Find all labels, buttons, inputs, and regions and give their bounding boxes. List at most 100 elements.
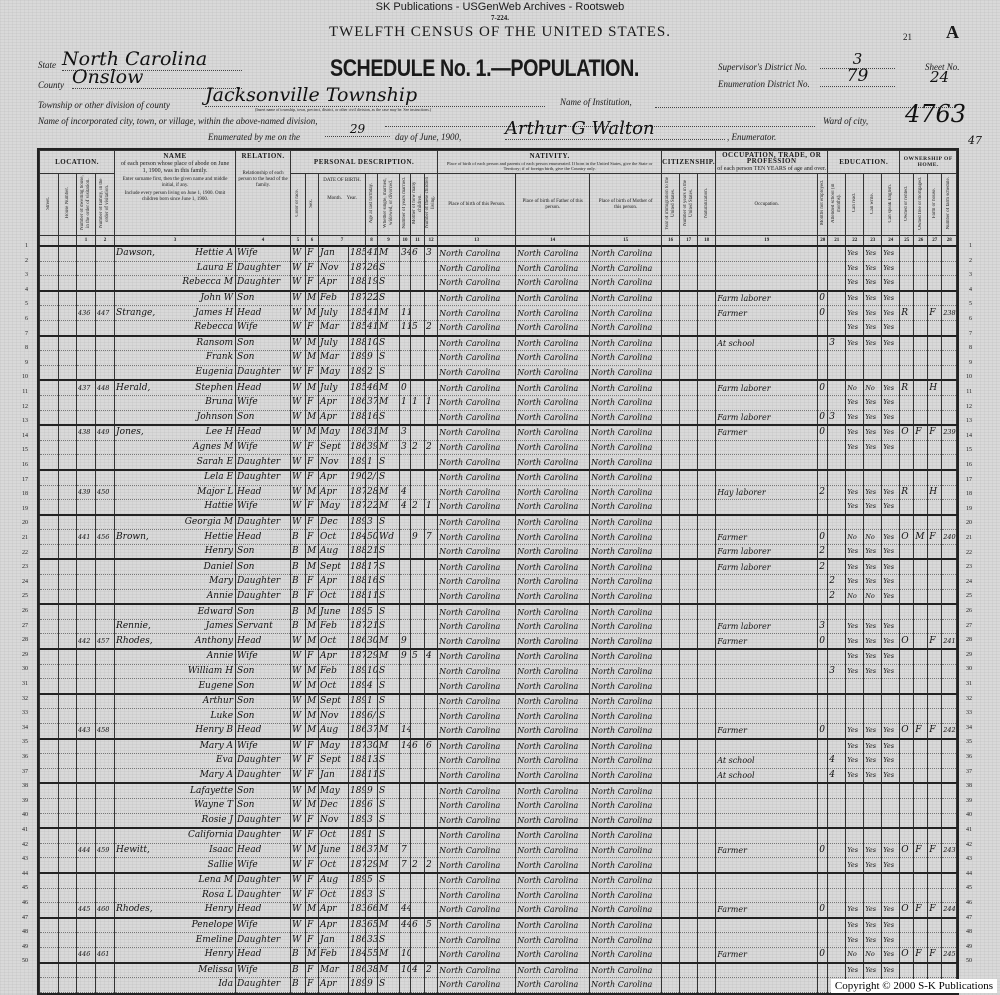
cell-write: Yes — [863, 275, 883, 292]
cell-years-us — [679, 633, 699, 651]
line-number: 32 — [22, 695, 28, 702]
cell-months-unemployed — [817, 260, 829, 277]
cell-pob: North Carolina — [437, 753, 517, 769]
cell-relation: Son — [235, 797, 292, 814]
cell-children-born — [410, 663, 426, 680]
cell-house — [58, 499, 77, 516]
cell-pob: North Carolina — [437, 529, 517, 545]
cell-pob-mother: North Carolina — [589, 872, 663, 889]
cell-year: 1863 — [348, 394, 367, 411]
cell-children-living — [424, 603, 439, 620]
cell-dwelling: 436 — [76, 305, 96, 321]
cell-years-us — [679, 693, 699, 710]
cell-years-us — [679, 708, 699, 724]
cell-mortgage — [913, 319, 929, 337]
cell-children-born — [410, 260, 426, 277]
cell-sex: M — [305, 693, 320, 710]
cell-occupation — [715, 678, 819, 695]
line-number: 40 — [22, 812, 28, 819]
cell-age: 19 — [365, 275, 379, 292]
header-pob-mother: Place of birth of Mother of this person. — [589, 173, 663, 236]
cell-schedule: 239 — [941, 424, 958, 441]
cell-family: 457 — [94, 633, 116, 651]
cell-pob-father: North Carolina — [515, 379, 591, 396]
cell-children-born: 2 — [410, 439, 426, 456]
cell-children-born — [410, 842, 426, 859]
person-name: Penelope — [114, 917, 237, 934]
cell-year: 1859 — [348, 319, 367, 337]
line-number: 35 — [22, 739, 28, 746]
cell-school — [827, 902, 847, 919]
cell-color: B — [290, 558, 307, 576]
cell-months-unemployed — [817, 872, 829, 889]
cell-relation: Daughter — [235, 260, 292, 277]
cell-children-living — [424, 275, 439, 292]
cell-color: W — [290, 917, 307, 934]
copyright-notice: Copyright © 2000 S-K Publications — [830, 979, 997, 993]
cell-english: Yes — [881, 439, 901, 456]
cell-children-born — [410, 603, 426, 620]
given-name: Rosa L — [202, 889, 234, 900]
cell-pob-father: North Carolina — [515, 946, 591, 964]
line-number: 18 — [966, 491, 972, 498]
cell-children-living: 1 — [424, 394, 439, 411]
cell-occupation — [715, 648, 819, 665]
cell-family — [94, 558, 116, 576]
cell-year: 1834 — [348, 902, 367, 919]
cell-pob-father: North Carolina — [515, 424, 591, 441]
given-name: Georgia M — [184, 516, 234, 527]
cell-schedule — [941, 753, 958, 769]
cell-months-unemployed — [817, 469, 829, 486]
cell-english — [881, 782, 901, 799]
cell-school — [827, 290, 847, 307]
cell-marital: M — [377, 305, 401, 321]
cell-owned — [899, 887, 915, 904]
cell-write: No — [863, 588, 883, 606]
column-number: 13 — [437, 235, 517, 247]
cell-pob-mother: North Carolina — [589, 753, 663, 769]
cell-children-born: 6 — [410, 738, 426, 755]
cell-farm — [927, 350, 943, 366]
cell-read: Yes — [845, 722, 865, 740]
cell-years-married: 9 — [399, 648, 412, 665]
cell-naturalization — [697, 439, 717, 456]
header-years-married: Number of years married. — [399, 173, 412, 236]
given-name: Luke — [210, 710, 234, 721]
cell-pob: North Carolina — [437, 245, 517, 262]
cell-pob-mother: North Carolina — [589, 543, 663, 561]
cell-years-us — [679, 588, 699, 606]
cell-pob-mother: North Carolina — [589, 961, 663, 979]
institution-field — [655, 97, 955, 108]
cell-month: June — [318, 842, 350, 859]
cell-relation: Wife — [235, 857, 292, 874]
cell-years-married: 44 — [399, 917, 412, 934]
cell-children-living — [424, 722, 439, 740]
cell-color: W — [290, 633, 307, 651]
cell-write: Yes — [863, 917, 883, 934]
line-number: 25 — [22, 593, 28, 600]
cell-years-married: 14 — [399, 738, 412, 755]
cell-month: Oct — [318, 529, 350, 545]
cell-years-us — [679, 335, 699, 352]
cell-years-us — [679, 469, 699, 486]
given-name: Ransom — [196, 337, 234, 348]
cell-read — [845, 603, 865, 620]
cell-mortgage — [913, 917, 929, 934]
cell-pob-mother: North Carolina — [589, 394, 663, 411]
cell-years-us — [679, 827, 699, 844]
cell-write: No — [863, 946, 883, 964]
cell-years-married — [399, 454, 412, 471]
cell-pob-mother: North Carolina — [589, 663, 663, 680]
cell-years-married — [399, 558, 412, 576]
cell-street — [39, 767, 59, 785]
table-row: SallieWifeWFOct187029M722North CarolinaN… — [39, 857, 958, 874]
cell-immigration — [661, 946, 681, 964]
cell-color: W — [290, 753, 307, 769]
cell-farm — [927, 738, 943, 755]
cell-family — [94, 708, 116, 724]
given-name: Eugenia — [195, 367, 234, 378]
cell-months-unemployed — [817, 574, 829, 590]
cell-street — [39, 857, 59, 874]
cell-school — [827, 379, 847, 396]
cell-months-unemployed — [817, 588, 829, 606]
